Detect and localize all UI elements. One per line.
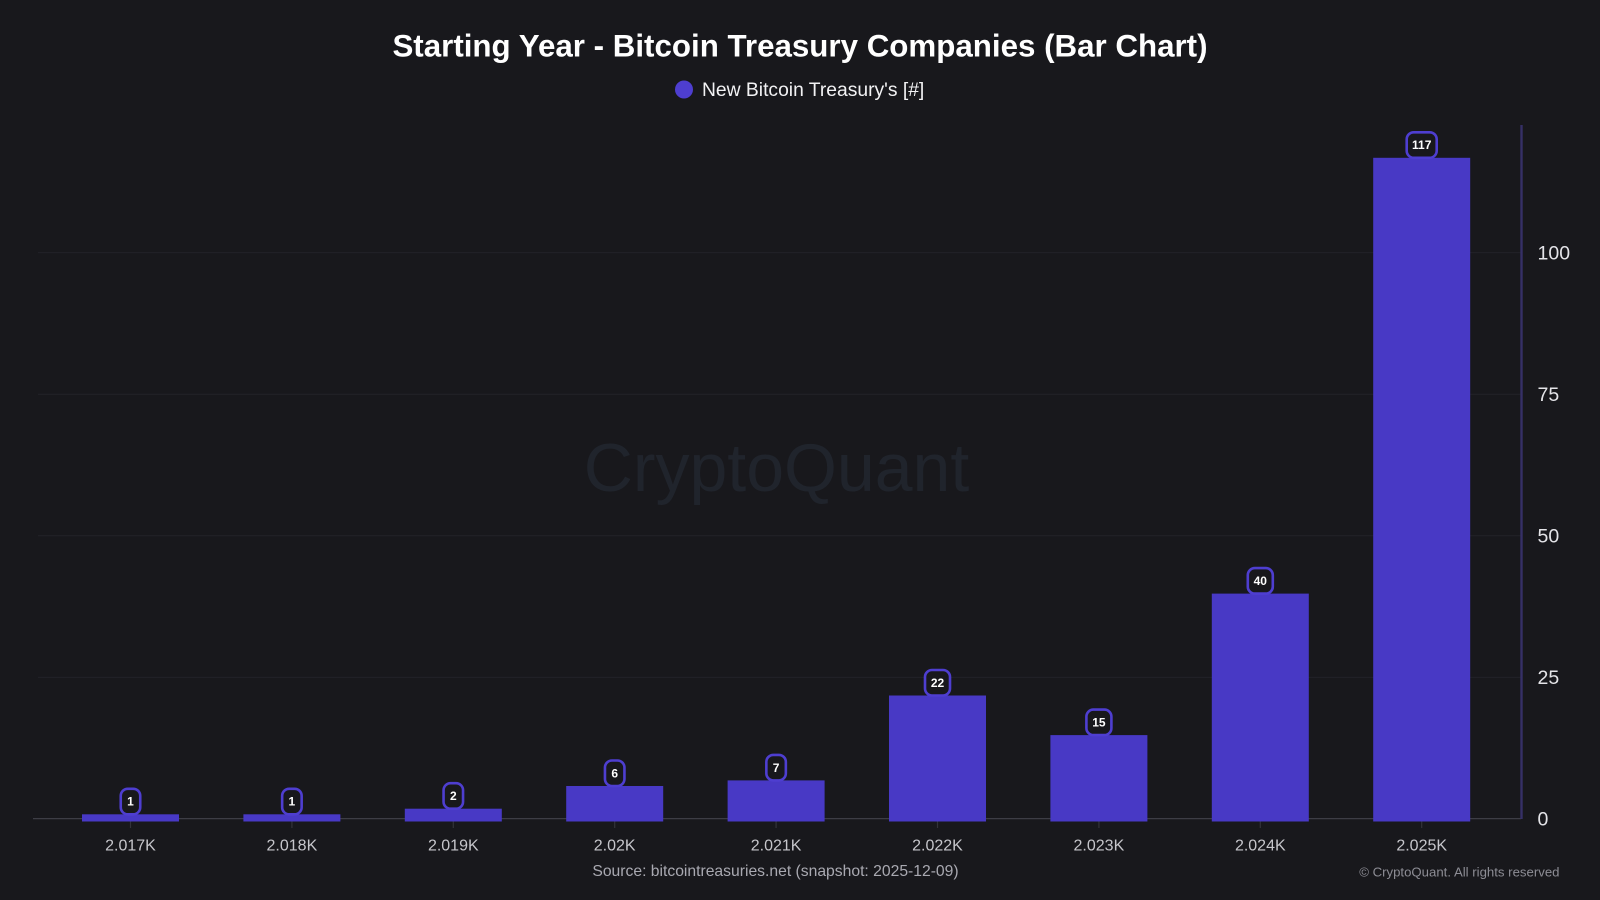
svg-text:2.019K: 2.019K (428, 838, 479, 855)
svg-text:2.025K: 2.025K (1396, 838, 1447, 855)
svg-text:2: 2 (450, 789, 457, 803)
svg-text:40: 40 (1254, 574, 1268, 588)
svg-text:2.023K: 2.023K (1074, 838, 1125, 855)
svg-text:100: 100 (1538, 242, 1571, 264)
svg-text:6: 6 (611, 766, 618, 780)
svg-text:2.017K: 2.017K (105, 838, 156, 855)
svg-text:1: 1 (127, 795, 134, 809)
svg-text:0: 0 (1538, 809, 1549, 831)
svg-text:CryptoQuant: CryptoQuant (584, 430, 970, 506)
svg-text:Source: bitcointreasuries.net: Source: bitcointreasuries.net (snapshot:… (592, 863, 958, 880)
svg-text:2.021K: 2.021K (751, 838, 802, 855)
svg-text:Starting Year - Bitcoin Treasu: Starting Year - Bitcoin Treasury Compani… (392, 29, 1207, 64)
svg-text:New Bitcoin Treasury's [#]: New Bitcoin Treasury's [#] (702, 80, 924, 101)
svg-text:2.024K: 2.024K (1235, 838, 1286, 855)
svg-text:2.02K: 2.02K (594, 838, 636, 855)
svg-text:2.022K: 2.022K (912, 838, 963, 855)
svg-text:117: 117 (1412, 138, 1432, 152)
svg-text:22: 22 (931, 676, 945, 690)
svg-text:© CryptoQuant. All rights rese: © CryptoQuant. All rights reserved (1359, 865, 1559, 880)
svg-text:75: 75 (1538, 384, 1560, 406)
svg-text:25: 25 (1538, 667, 1560, 689)
svg-text:15: 15 (1092, 716, 1106, 730)
svg-text:2.018K: 2.018K (267, 838, 318, 855)
svg-text:7: 7 (773, 761, 780, 775)
svg-text:50: 50 (1538, 526, 1560, 548)
svg-text:1: 1 (289, 795, 296, 809)
